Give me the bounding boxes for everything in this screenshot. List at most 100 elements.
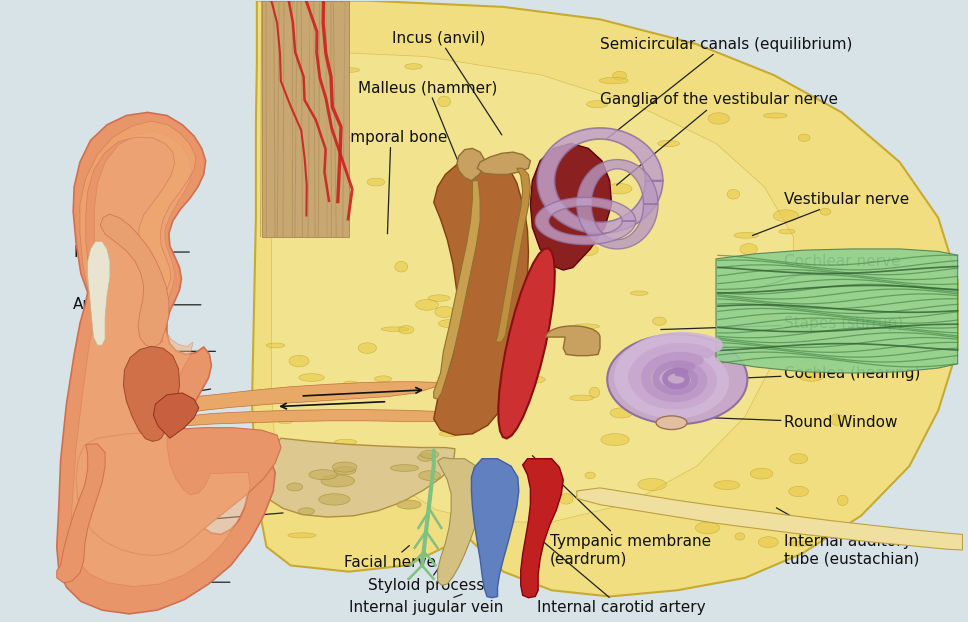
Ellipse shape [335, 439, 357, 445]
Ellipse shape [749, 340, 776, 350]
Ellipse shape [669, 338, 681, 345]
Polygon shape [261, 1, 348, 236]
Ellipse shape [758, 537, 778, 547]
Text: Ganglia of the vestibular nerve: Ganglia of the vestibular nerve [600, 93, 838, 185]
Ellipse shape [439, 431, 461, 437]
Polygon shape [546, 326, 600, 356]
Polygon shape [153, 393, 198, 439]
Polygon shape [80, 121, 196, 343]
Ellipse shape [788, 541, 811, 546]
Ellipse shape [332, 462, 357, 472]
Polygon shape [71, 132, 250, 587]
Text: Mastoid
process: Mastoid process [74, 512, 283, 544]
Ellipse shape [523, 376, 545, 383]
Polygon shape [457, 149, 484, 180]
Polygon shape [496, 169, 530, 342]
Text: Concha
(bowl): Concha (bowl) [74, 389, 211, 424]
Ellipse shape [479, 311, 496, 322]
Ellipse shape [303, 479, 314, 488]
Polygon shape [477, 152, 530, 174]
Ellipse shape [395, 261, 408, 272]
Ellipse shape [734, 233, 758, 238]
Ellipse shape [315, 193, 335, 203]
Ellipse shape [727, 190, 740, 199]
Text: Cochlea (hearing): Cochlea (hearing) [719, 366, 920, 381]
Polygon shape [271, 50, 794, 522]
Text: Internal jugular vein: Internal jugular vein [348, 595, 503, 615]
Polygon shape [176, 382, 445, 414]
Ellipse shape [419, 471, 440, 480]
Ellipse shape [708, 113, 730, 124]
Text: Styloid process: Styloid process [368, 568, 484, 593]
Text: Incus (anvil): Incus (anvil) [392, 30, 501, 135]
Ellipse shape [420, 450, 439, 458]
Text: External
acoustic
meatus: External acoustic meatus [74, 439, 245, 491]
Polygon shape [252, 1, 957, 596]
Polygon shape [101, 214, 168, 348]
Ellipse shape [789, 486, 808, 497]
Ellipse shape [829, 283, 848, 287]
Ellipse shape [287, 109, 302, 118]
Ellipse shape [695, 522, 719, 534]
Text: Cochlear nerve: Cochlear nerve [747, 254, 900, 292]
Ellipse shape [263, 132, 291, 141]
Ellipse shape [266, 343, 285, 348]
Ellipse shape [428, 295, 450, 301]
Polygon shape [57, 444, 106, 583]
Ellipse shape [287, 533, 316, 538]
Ellipse shape [607, 183, 632, 194]
Ellipse shape [358, 343, 377, 353]
Ellipse shape [750, 316, 776, 322]
Polygon shape [438, 457, 484, 585]
Ellipse shape [321, 475, 354, 487]
Polygon shape [434, 160, 529, 435]
Ellipse shape [601, 434, 629, 445]
Ellipse shape [415, 299, 439, 310]
Ellipse shape [590, 387, 600, 397]
Ellipse shape [799, 134, 810, 141]
Ellipse shape [585, 472, 595, 479]
Ellipse shape [343, 381, 359, 388]
Ellipse shape [779, 229, 795, 234]
Text: Internal carotid artery: Internal carotid artery [537, 542, 706, 615]
Ellipse shape [381, 327, 408, 332]
Polygon shape [499, 248, 555, 439]
Ellipse shape [375, 376, 391, 382]
Polygon shape [124, 346, 179, 442]
Polygon shape [577, 488, 962, 550]
Text: Lobe: Lobe [74, 575, 230, 590]
Ellipse shape [714, 481, 740, 490]
Polygon shape [537, 128, 663, 233]
Text: Round Window: Round Window [681, 415, 897, 430]
Ellipse shape [278, 419, 292, 424]
Ellipse shape [773, 210, 799, 221]
Ellipse shape [485, 520, 499, 532]
Ellipse shape [724, 288, 742, 299]
Ellipse shape [560, 494, 573, 504]
Ellipse shape [287, 483, 303, 491]
Ellipse shape [299, 374, 324, 381]
Ellipse shape [587, 101, 608, 108]
Text: Cartilage: Cartilage [74, 344, 216, 359]
Ellipse shape [638, 478, 666, 491]
Polygon shape [577, 160, 658, 249]
Text: Vestibular nerve: Vestibular nerve [752, 192, 909, 236]
Ellipse shape [831, 414, 843, 425]
Ellipse shape [630, 291, 649, 295]
Ellipse shape [800, 373, 823, 381]
Polygon shape [530, 144, 612, 270]
Text: Tympanic membrane
(eardrum): Tympanic membrane (eardrum) [532, 456, 711, 566]
Ellipse shape [810, 314, 820, 327]
Polygon shape [716, 249, 957, 373]
Polygon shape [57, 113, 275, 614]
Text: Malleus (hammer): Malleus (hammer) [358, 80, 498, 175]
Text: Internal auditory
tube (eustachian): Internal auditory tube (eustachian) [776, 508, 919, 566]
Text: Temporal bone: Temporal bone [334, 130, 447, 234]
Ellipse shape [607, 334, 747, 424]
Ellipse shape [796, 360, 818, 369]
Ellipse shape [657, 141, 680, 147]
Ellipse shape [298, 508, 315, 515]
Polygon shape [88, 241, 110, 345]
Text: Anthelix: Anthelix [74, 297, 201, 312]
Ellipse shape [741, 244, 757, 254]
